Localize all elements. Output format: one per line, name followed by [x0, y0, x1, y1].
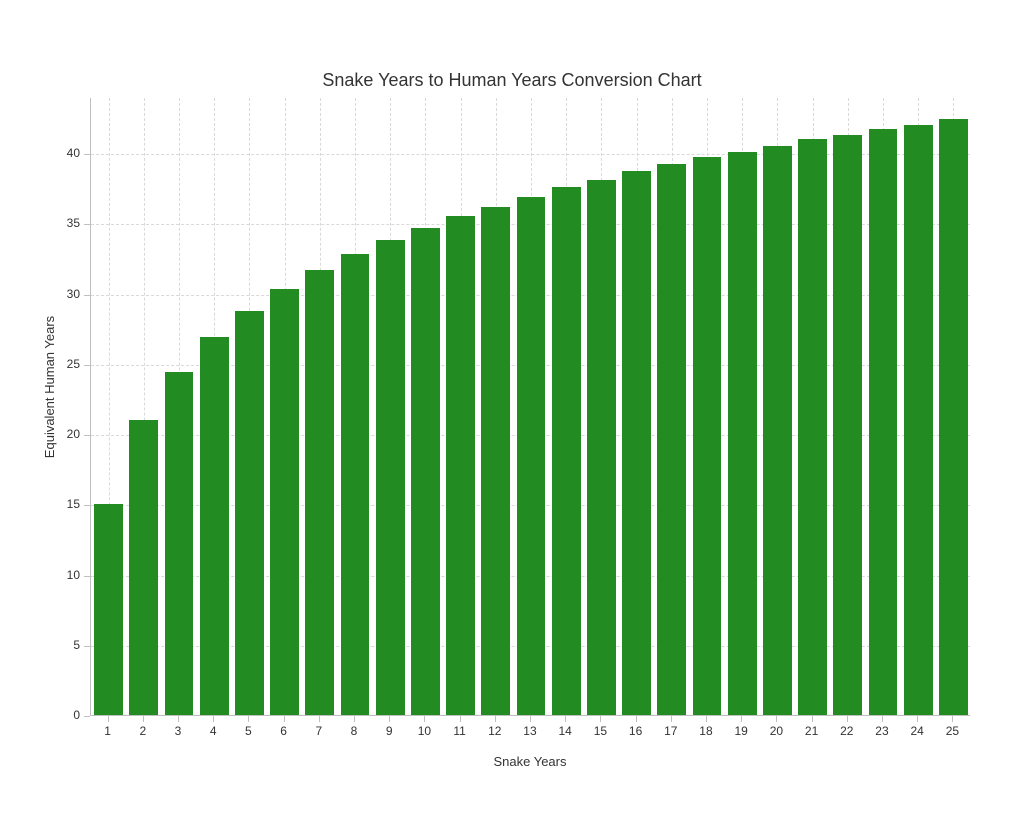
- bar: [798, 139, 827, 715]
- ytick-mark: [84, 576, 90, 577]
- xtick-label: 15: [583, 724, 618, 738]
- xtick-mark: [460, 716, 461, 722]
- xtick-label: 24: [900, 724, 935, 738]
- ytick-mark: [84, 365, 90, 366]
- xtick-mark: [565, 716, 566, 722]
- xtick-label: 25: [935, 724, 970, 738]
- ytick-label: 40: [44, 146, 80, 160]
- bar: [446, 216, 475, 715]
- ytick-label: 20: [44, 427, 80, 441]
- xtick-mark: [495, 716, 496, 722]
- xtick-label: 9: [372, 724, 407, 738]
- xtick-label: 12: [477, 724, 512, 738]
- xtick-mark: [108, 716, 109, 722]
- ytick-mark: [84, 224, 90, 225]
- xtick-mark: [776, 716, 777, 722]
- xtick-label: 7: [301, 724, 336, 738]
- xtick-mark: [143, 716, 144, 722]
- xtick-label: 18: [688, 724, 723, 738]
- xtick-mark: [812, 716, 813, 722]
- xtick-mark: [671, 716, 672, 722]
- chart-title: Snake Years to Human Years Conversion Ch…: [0, 70, 1024, 91]
- xtick-label: 20: [759, 724, 794, 738]
- xtick-mark: [213, 716, 214, 722]
- xtick-mark: [917, 716, 918, 722]
- bar: [552, 187, 581, 715]
- bar: [833, 135, 862, 715]
- ytick-label: 0: [44, 708, 80, 722]
- xtick-mark: [882, 716, 883, 722]
- ytick-mark: [84, 295, 90, 296]
- xtick-label: 14: [548, 724, 583, 738]
- bar: [904, 125, 933, 715]
- bar: [305, 270, 334, 715]
- xtick-mark: [706, 716, 707, 722]
- xtick-mark: [600, 716, 601, 722]
- xtick-mark: [424, 716, 425, 722]
- xtick-label: 17: [653, 724, 688, 738]
- xtick-mark: [389, 716, 390, 722]
- bar: [411, 228, 440, 715]
- xtick-label: 13: [512, 724, 547, 738]
- ytick-label: 15: [44, 497, 80, 511]
- bar: [587, 180, 616, 715]
- xtick-label: 10: [407, 724, 442, 738]
- bar: [235, 311, 264, 716]
- xtick-label: 23: [864, 724, 899, 738]
- ytick-mark: [84, 154, 90, 155]
- xtick-label: 6: [266, 724, 301, 738]
- bar: [622, 171, 651, 715]
- bar: [481, 207, 510, 715]
- xtick-mark: [319, 716, 320, 722]
- bar: [763, 146, 792, 715]
- xtick-label: 3: [160, 724, 195, 738]
- bar: [657, 164, 686, 715]
- ytick-mark: [84, 716, 90, 717]
- xtick-mark: [284, 716, 285, 722]
- ytick-label: 35: [44, 216, 80, 230]
- xtick-label: 2: [125, 724, 160, 738]
- chart-container: Snake Years to Human Years Conversion Ch…: [0, 0, 1024, 819]
- ytick-mark: [84, 646, 90, 647]
- ytick-label: 30: [44, 287, 80, 301]
- xtick-mark: [530, 716, 531, 722]
- y-axis-label: Equivalent Human Years: [42, 287, 57, 487]
- ytick-label: 25: [44, 357, 80, 371]
- xtick-label: 19: [724, 724, 759, 738]
- bar: [693, 157, 722, 715]
- xtick-label: 11: [442, 724, 477, 738]
- ytick-label: 10: [44, 568, 80, 582]
- ytick-label: 5: [44, 638, 80, 652]
- xtick-label: 16: [618, 724, 653, 738]
- bar: [376, 240, 405, 715]
- bar: [129, 420, 158, 715]
- xtick-label: 1: [90, 724, 125, 738]
- bar: [728, 152, 757, 715]
- bar: [939, 119, 968, 715]
- plot-area: [90, 98, 970, 716]
- xtick-mark: [741, 716, 742, 722]
- xtick-label: 8: [336, 724, 371, 738]
- xtick-mark: [847, 716, 848, 722]
- xtick-label: 22: [829, 724, 864, 738]
- xtick-mark: [248, 716, 249, 722]
- bar: [270, 289, 299, 715]
- x-axis-label: Snake Years: [90, 754, 970, 769]
- xtick-mark: [952, 716, 953, 722]
- bar: [341, 254, 370, 715]
- ytick-mark: [84, 435, 90, 436]
- xtick-mark: [636, 716, 637, 722]
- xtick-label: 21: [794, 724, 829, 738]
- xtick-mark: [178, 716, 179, 722]
- xtick-label: 5: [231, 724, 266, 738]
- bar: [200, 337, 229, 715]
- xtick-label: 4: [196, 724, 231, 738]
- bar: [94, 504, 123, 715]
- bar: [869, 129, 898, 715]
- bar: [165, 372, 194, 715]
- bar: [517, 197, 546, 715]
- ytick-mark: [84, 505, 90, 506]
- xtick-mark: [354, 716, 355, 722]
